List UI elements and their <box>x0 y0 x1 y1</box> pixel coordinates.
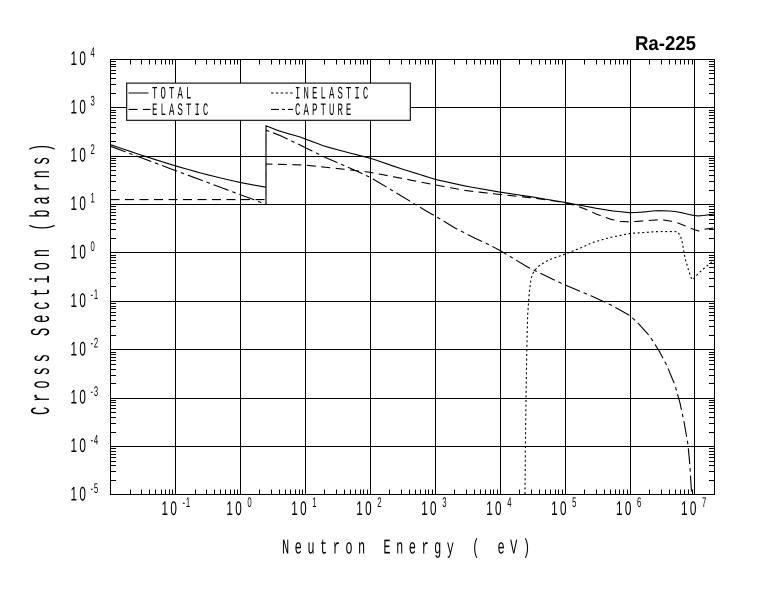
svg-text:Cross Section (barns): Cross Section (barns) <box>27 139 58 415</box>
svg-text:1: 1 <box>312 496 317 511</box>
svg-text:4: 4 <box>91 46 96 61</box>
svg-text:10: 10 <box>71 143 89 166</box>
svg-text:6: 6 <box>637 496 642 511</box>
svg-text:10: 10 <box>71 192 89 215</box>
svg-text:-2: -2 <box>91 336 99 351</box>
svg-text:10: 10 <box>356 497 374 520</box>
svg-text:10: 10 <box>71 47 89 70</box>
svg-text:10: 10 <box>486 497 504 520</box>
svg-text:10: 10 <box>681 497 699 520</box>
svg-text:10: 10 <box>71 337 89 360</box>
svg-text:10: 10 <box>421 497 439 520</box>
svg-text:-3: -3 <box>91 385 99 400</box>
svg-text:3: 3 <box>91 94 96 109</box>
svg-text:0: 0 <box>247 496 252 511</box>
svg-text:10: 10 <box>71 95 89 118</box>
svg-text:CAPTURE: CAPTURE <box>295 100 354 120</box>
svg-text:-1: -1 <box>91 288 99 303</box>
svg-text:0: 0 <box>91 240 96 255</box>
svg-text:ELASTIC: ELASTIC <box>152 100 211 120</box>
svg-text:10: 10 <box>71 385 89 408</box>
svg-text:7: 7 <box>702 496 707 511</box>
svg-text:10: 10 <box>71 482 89 505</box>
svg-text:10: 10 <box>71 289 89 312</box>
svg-text:-5: -5 <box>91 482 99 497</box>
svg-text:2: 2 <box>91 143 96 158</box>
svg-text:Ra-225: Ra-225 <box>635 33 696 55</box>
svg-text:10: 10 <box>616 497 634 520</box>
svg-text:INELASTIC: INELASTIC <box>295 84 371 104</box>
svg-text:10: 10 <box>291 497 309 520</box>
svg-text:4: 4 <box>507 496 512 511</box>
svg-text:10: 10 <box>162 497 180 520</box>
svg-text:3: 3 <box>442 496 447 511</box>
svg-text:TOTAL: TOTAL <box>152 84 194 104</box>
svg-text:10: 10 <box>71 434 89 457</box>
svg-text:Neutron Energy ( eV): Neutron Energy ( eV) <box>282 536 536 560</box>
svg-text:-4: -4 <box>91 433 99 448</box>
svg-text:10: 10 <box>71 240 89 263</box>
svg-text:10: 10 <box>551 497 569 520</box>
svg-text:2: 2 <box>377 496 382 511</box>
svg-text:10: 10 <box>226 497 244 520</box>
svg-text:5: 5 <box>572 496 577 511</box>
svg-text:1: 1 <box>91 191 96 206</box>
svg-text:-1: -1 <box>183 496 191 511</box>
